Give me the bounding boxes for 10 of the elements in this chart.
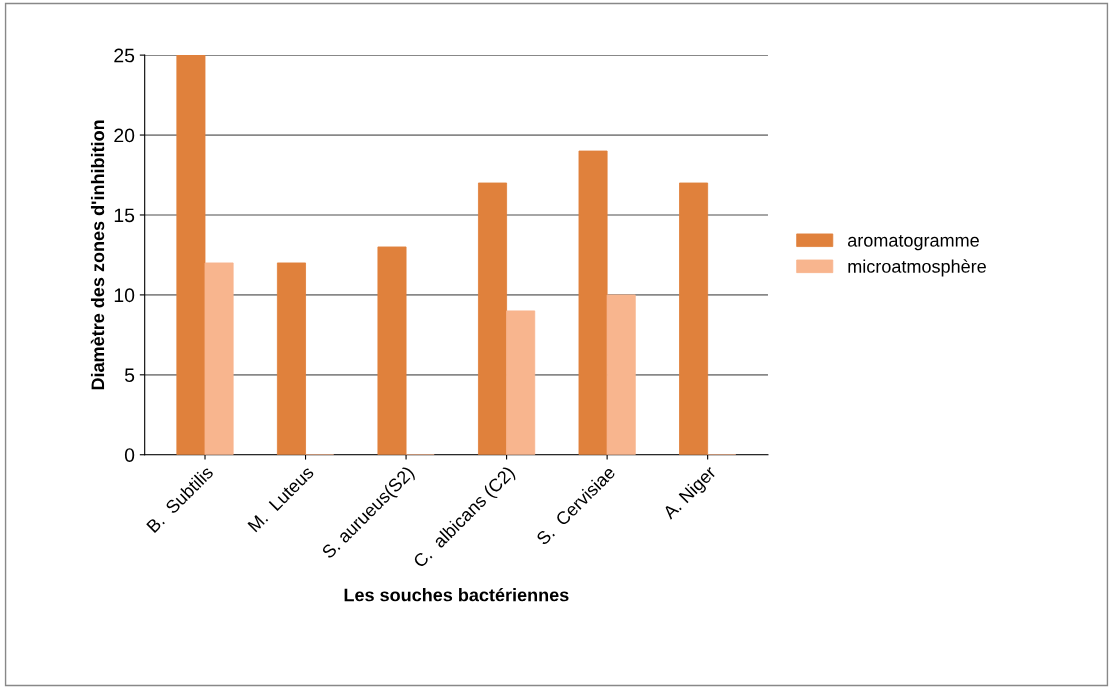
y-tick-label: 15 xyxy=(114,208,135,223)
y-axis-title: Diamètre des zones d'inhibition xyxy=(90,120,105,390)
y-tick-label: 20 xyxy=(114,128,135,143)
legend-label: aromatogramme xyxy=(848,234,979,251)
x-axis-title: Les souches bactériennes xyxy=(344,587,569,602)
y-tick-label: 0 xyxy=(124,448,135,462)
legend-label: microatmosphère xyxy=(848,259,986,277)
y-tick-label: 25 xyxy=(114,48,135,63)
y-tick-label: 10 xyxy=(114,288,135,303)
y-tick-label: 5 xyxy=(124,368,135,383)
